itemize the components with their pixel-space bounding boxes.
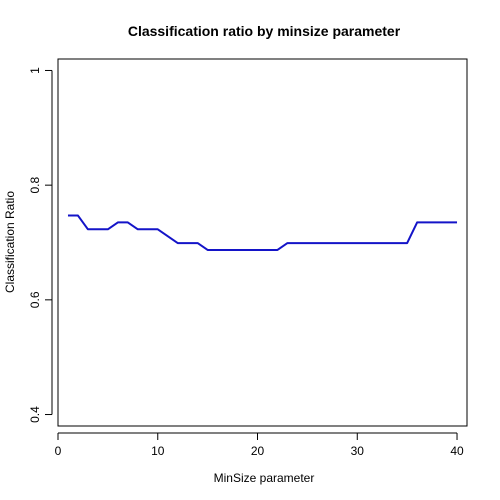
y-tick-label: 0.4 (28, 406, 42, 423)
y-tick-label: 0.8 (28, 176, 42, 193)
x-tick-label: 30 (351, 444, 365, 458)
x-tick-label: 10 (151, 444, 165, 458)
y-tick-label: 0.6 (28, 291, 42, 308)
chart-title: Classification ratio by minsize paramete… (128, 23, 401, 39)
x-axis: 0 10 20 30 40 (55, 432, 464, 458)
x-axis-title: MinSize parameter (214, 471, 315, 485)
y-axis-title: Classification Ratio (3, 191, 17, 293)
y-axis: 0.4 0.6 0.8 1 (28, 67, 53, 423)
x-tick-label: 0 (55, 444, 62, 458)
x-tick-label: 20 (251, 444, 265, 458)
series-layer (67, 214, 458, 251)
x-tick-label: 40 (450, 444, 464, 458)
plot-frame (57, 58, 468, 427)
y-tick-label: 1 (28, 67, 42, 74)
series-line (67, 214, 458, 251)
